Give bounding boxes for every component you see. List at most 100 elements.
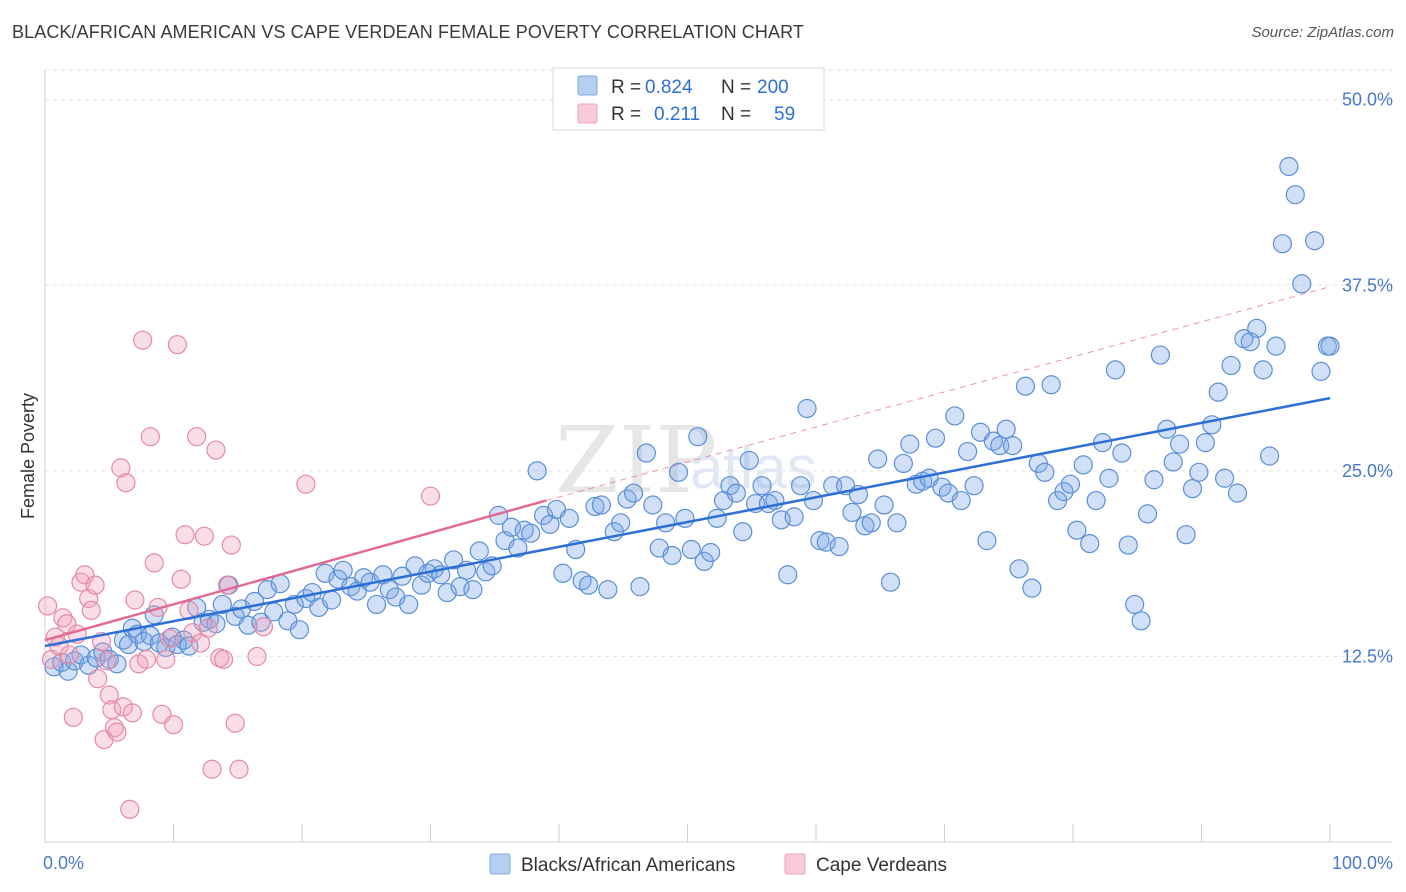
data-point	[1304, 231, 1325, 251]
chart-source: Source: ZipAtlas.com	[1251, 24, 1394, 41]
data-point	[133, 330, 153, 350]
data-point	[720, 476, 740, 496]
data-point	[1086, 490, 1106, 511]
data-point	[212, 594, 232, 615]
data-point	[79, 655, 99, 675]
data-point	[1067, 520, 1087, 540]
data-point	[861, 513, 881, 533]
data-point	[643, 495, 663, 515]
y-axis-ticks: 12.5% 25.0% 37.5% 50.0%	[1342, 90, 1393, 667]
data-point	[1189, 462, 1209, 482]
gridlines	[45, 69, 1392, 657]
y-tick-label: 37.5%	[1342, 275, 1393, 295]
data-point	[784, 507, 804, 527]
data-point	[399, 594, 419, 615]
data-point	[977, 531, 997, 551]
data-point	[868, 449, 888, 469]
data-point	[623, 483, 644, 503]
x-axis-ticks: 0.0% 100.0%	[43, 853, 1393, 873]
data-point	[206, 440, 226, 460]
data-point	[790, 476, 811, 496]
data-point	[925, 428, 946, 448]
data-point	[1195, 433, 1215, 453]
legend-n-label-cape-verdeans: N =	[721, 104, 751, 125]
data-point	[996, 419, 1016, 439]
data-point	[160, 629, 180, 649]
axes	[44, 70, 1392, 843]
data-point	[59, 645, 80, 665]
bottom-legend-swatch-blacks	[489, 853, 511, 875]
data-point	[726, 483, 746, 503]
data-point	[81, 600, 101, 621]
data-point	[1080, 533, 1100, 554]
data-point	[797, 398, 817, 419]
data-point	[321, 590, 342, 610]
data-point	[1118, 535, 1138, 555]
data-point	[1144, 470, 1164, 490]
top-legend: R = 0.824 N = 200 R = 0.211 N = 59	[552, 67, 825, 131]
trendlines	[44, 286, 1331, 648]
legend-box	[552, 67, 825, 131]
chart-title: BLACK/AFRICAN AMERICAN VS CAPE VERDEAN F…	[12, 22, 804, 42]
y-tick-label: 25.0%	[1342, 461, 1393, 481]
data-point	[366, 594, 387, 615]
data-point	[1279, 156, 1299, 177]
data-point	[140, 427, 160, 447]
data-point	[887, 513, 907, 533]
data-point	[733, 522, 753, 542]
data-point	[75, 565, 95, 585]
data-point	[221, 535, 241, 555]
bottom-legend-swatch-cape-verdeans	[784, 853, 806, 875]
data-point	[187, 427, 207, 447]
data-point	[229, 759, 249, 779]
data-point	[116, 473, 136, 493]
data-point	[1208, 382, 1228, 402]
data-point	[85, 575, 105, 595]
data-point	[656, 513, 676, 533]
data-point	[99, 685, 119, 705]
data-point	[1022, 578, 1042, 598]
data-point	[444, 550, 464, 570]
data-point	[945, 406, 965, 426]
data-point	[1003, 436, 1023, 456]
data-point	[1320, 336, 1340, 356]
data-point	[63, 707, 83, 727]
data-point	[1176, 525, 1196, 545]
data-point	[88, 669, 108, 689]
data-point	[1260, 446, 1280, 466]
data-point	[752, 476, 772, 496]
data-point	[1227, 483, 1248, 503]
data-point	[527, 461, 547, 481]
series-cape-verdeans	[37, 330, 441, 819]
data-point	[111, 458, 131, 478]
data-point	[1292, 274, 1312, 294]
legend-r-value-cape-verdeans: 0.211	[654, 104, 700, 125]
data-point	[333, 560, 353, 580]
data-point	[611, 513, 631, 533]
legend-r-value-blacks: 0.824	[645, 77, 693, 98]
data-point	[1073, 455, 1093, 475]
data-point	[810, 531, 830, 551]
data-point	[1215, 468, 1235, 488]
data-point	[630, 577, 650, 597]
data-point	[829, 536, 849, 557]
y-tick-label: 50.0%	[1342, 90, 1393, 110]
data-point	[1150, 345, 1170, 365]
data-point	[289, 620, 310, 640]
x-tick-label: 100.0%	[1332, 853, 1393, 873]
data-point	[681, 539, 701, 560]
data-point	[1015, 376, 1036, 396]
data-point	[688, 427, 708, 447]
data-point	[893, 453, 913, 474]
data-point	[1163, 452, 1183, 472]
legend-swatch-blacks	[577, 75, 598, 96]
data-point	[1131, 611, 1151, 631]
y-tick-label: 12.5%	[1342, 646, 1393, 666]
data-point	[296, 474, 316, 494]
data-point	[553, 563, 573, 583]
legend-n-value-blacks: 200	[757, 77, 789, 98]
data-point	[1272, 234, 1293, 254]
trendline-extension-cape-verdeans	[546, 286, 1331, 502]
data-point	[1170, 434, 1190, 454]
